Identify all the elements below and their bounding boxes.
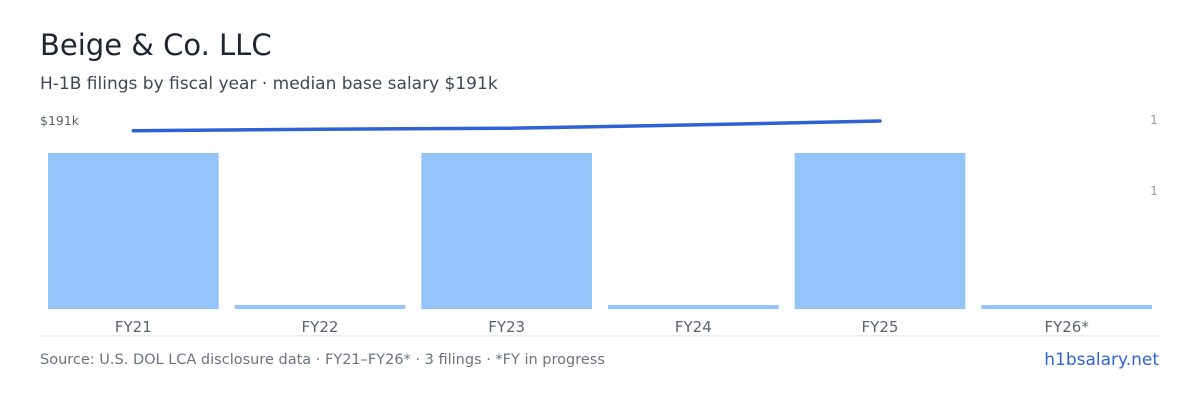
x-tick-label: FY24	[675, 318, 712, 336]
x-tick-label: FY21	[115, 318, 152, 336]
bar-fy21	[48, 153, 219, 309]
plot-area: FY21 FY22 FY23 FY24 FY25 FY26*	[40, 119, 1160, 337]
x-tick-label: FY25	[862, 318, 899, 336]
x-tick-label: FY23	[488, 318, 525, 336]
chart-subtitle: H-1B filings by fiscal year · median bas…	[40, 74, 498, 94]
brand-link[interactable]: h1bsalary.net	[1044, 350, 1159, 370]
salary-line	[131, 119, 882, 133]
right-tick-label: 1	[1150, 183, 1158, 198]
x-tick-label: FY22	[302, 318, 339, 336]
bar-fy25	[794, 153, 966, 309]
right-tick-label: 1	[1150, 112, 1158, 127]
bar-fy23	[421, 153, 592, 309]
chart-title: Beige & Co. LLC	[40, 28, 272, 62]
bar-fy24	[608, 305, 779, 309]
bar-line-chart: FY21 FY22 FY23 FY24 FY25 FY26* $191k 1 1	[40, 112, 1160, 337]
bar-fy22	[234, 305, 406, 309]
salary-axis-label: $191k	[40, 113, 80, 128]
x-tick-label: FY26*	[1044, 318, 1089, 336]
source-note: Source: U.S. DOL LCA disclosure data · F…	[40, 352, 605, 368]
bar-fy26-partial	[981, 305, 1152, 309]
